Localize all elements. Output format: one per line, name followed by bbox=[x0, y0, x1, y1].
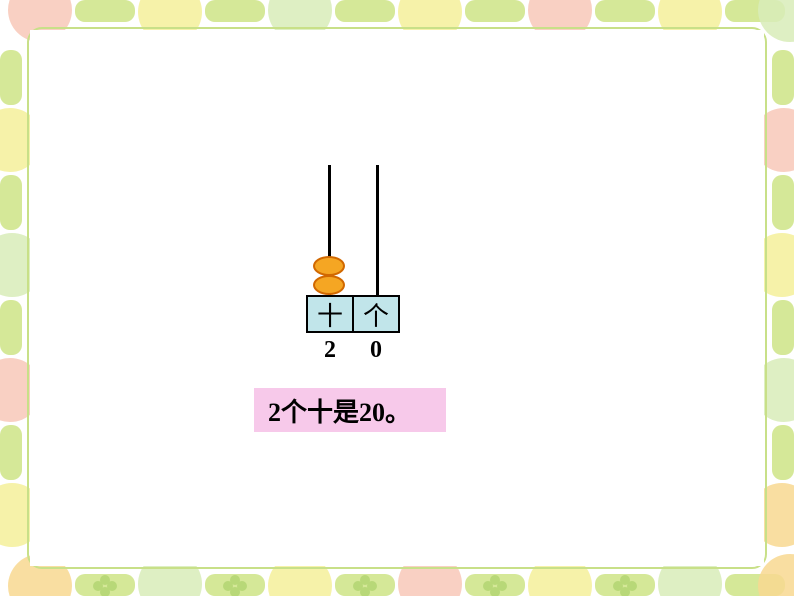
ones-digit: 0 bbox=[352, 337, 400, 364]
tens-bead bbox=[313, 256, 345, 276]
ones-box: 个 bbox=[352, 295, 400, 333]
tens-digit: 2 bbox=[306, 337, 354, 364]
rod-ones bbox=[376, 165, 379, 295]
digit-row: 2 0 bbox=[306, 337, 400, 364]
tens-box: 十 bbox=[306, 295, 354, 333]
explanation-box: 2个十是20。 bbox=[254, 388, 446, 432]
tens-bead bbox=[313, 275, 345, 295]
place-value-boxes: 十 个 bbox=[306, 295, 400, 333]
content-area: 十 个 2 0 2个十是20。 bbox=[30, 30, 764, 566]
